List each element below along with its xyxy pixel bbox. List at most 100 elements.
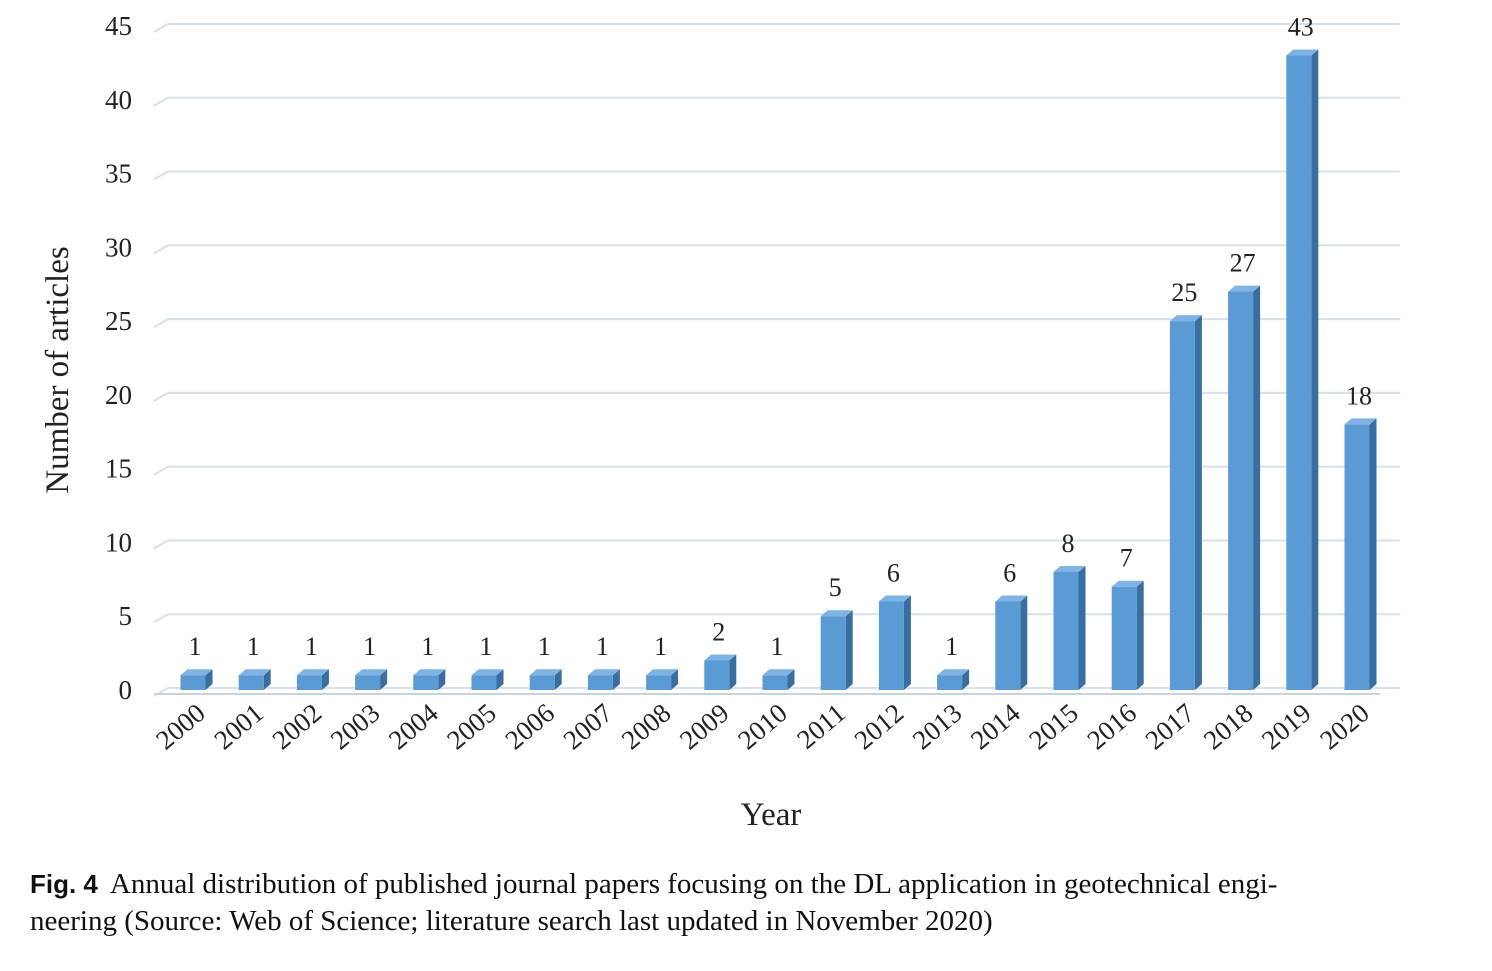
bar-top [937, 669, 970, 676]
bar-top [296, 669, 329, 676]
data-label: 1 [596, 632, 609, 661]
bar-side [496, 669, 504, 690]
data-label: 1 [480, 632, 493, 661]
bar-front [820, 616, 846, 690]
bar-side [787, 669, 795, 690]
x-tick-label: 2020 [1314, 698, 1375, 756]
bar-front [355, 675, 381, 690]
bar-front [1053, 571, 1079, 690]
chart: 0 5 10 15 20 25 30 35 40 45 1 1 1 1 1 1 1 1 1 2 1 5 6 1 6 8 7 25 27… [40, 11, 1400, 833]
gridline-diagonal [153, 96, 169, 107]
y-axis-ticks: 0 5 10 15 20 25 30 35 40 45 [105, 11, 132, 705]
x-axis-ticks: 2000200120022003200420052006200720082009… [150, 697, 1375, 755]
bar-front [529, 675, 555, 690]
bar-2011 [820, 610, 853, 690]
bar-side [1020, 595, 1028, 690]
bar-side [321, 669, 329, 690]
data-label: 6 [1003, 558, 1016, 587]
x-tick-label: 2015 [1023, 698, 1084, 756]
x-tick-label: 2004 [383, 697, 444, 755]
bar-front [1344, 424, 1370, 690]
bar-side [1253, 285, 1261, 690]
x-tick-label: 2000 [150, 698, 211, 756]
bar-top [1286, 49, 1319, 56]
bar-side [263, 669, 271, 690]
gridline-diagonal [153, 244, 169, 255]
gridline-diagonal [153, 539, 169, 550]
bar-side [380, 669, 388, 690]
x-tick-label: 2007 [558, 698, 619, 756]
bar-2017 [1169, 315, 1202, 690]
bar-front [1111, 586, 1137, 690]
bar-side [1311, 49, 1319, 691]
data-label: 1 [945, 632, 958, 661]
bar-top [704, 654, 737, 661]
gridline-diagonal [153, 613, 169, 624]
x-tick-label: 2014 [965, 697, 1026, 755]
bar-side [671, 669, 679, 690]
bar-2004 [413, 669, 446, 690]
bar-2006 [529, 669, 562, 690]
x-tick-label: 2005 [441, 698, 502, 756]
bar-2012 [878, 595, 911, 690]
bar-top [587, 669, 620, 676]
x-tick-label: 2001 [208, 698, 269, 756]
bar-side [729, 654, 737, 690]
y-tick-label: 40 [105, 85, 132, 115]
bar-top [413, 669, 446, 676]
x-tick-label: 2011 [791, 698, 851, 755]
data-label: 1 [421, 632, 434, 661]
caption-line-2: neering (Source: Web of Science; literat… [30, 905, 993, 937]
bar-side [205, 669, 213, 690]
figure-caption: Fig. 4 Annual distribution of published j… [30, 866, 1430, 940]
y-tick-label: 35 [105, 159, 132, 189]
bar-2016 [1111, 580, 1144, 690]
gridlines [153, 23, 1400, 697]
y-tick-label: 10 [105, 527, 132, 557]
bar-front [1228, 291, 1254, 690]
gridline-diagonal [153, 465, 169, 476]
x-tick-label: 2012 [849, 698, 910, 756]
x-tick-label: 2003 [325, 698, 386, 756]
y-tick-label: 25 [105, 306, 132, 336]
bar-2005 [471, 669, 504, 690]
bar-side [845, 610, 853, 690]
bar-top [1053, 565, 1086, 572]
bar-top [1228, 285, 1261, 292]
x-tick-label: 2002 [267, 698, 328, 756]
bar-top [878, 595, 911, 602]
y-tick-label: 15 [105, 454, 132, 484]
bar-side [438, 669, 446, 690]
x-tick-label: 2006 [499, 698, 560, 756]
bar-front [296, 675, 322, 690]
bar-2020 [1344, 418, 1377, 690]
bar-top [1111, 580, 1144, 587]
bar-2009 [704, 654, 737, 690]
bar-2007 [587, 669, 620, 690]
bar-front [180, 675, 206, 690]
data-label: 1 [771, 632, 784, 661]
y-tick-label: 45 [105, 11, 132, 41]
data-label: 18 [1346, 381, 1372, 410]
bar-top [995, 595, 1028, 602]
bar-front [937, 675, 963, 690]
data-label: 1 [189, 632, 202, 661]
bar-2002 [296, 669, 329, 690]
bar-side [903, 595, 911, 690]
data-label: 25 [1171, 278, 1197, 307]
data-label: 1 [538, 632, 551, 661]
bar-2008 [646, 669, 679, 690]
x-tick-label: 2019 [1256, 698, 1317, 756]
bar-front [995, 601, 1021, 690]
x-tick-label: 2008 [616, 698, 677, 756]
y-tick-label: 20 [105, 380, 132, 410]
data-labels: 1 1 1 1 1 1 1 1 1 2 1 5 6 1 6 8 7 25 27 43 18 [189, 13, 1373, 662]
bar-side [554, 669, 562, 690]
x-tick-label: 2016 [1081, 698, 1142, 756]
data-label: 8 [1062, 529, 1075, 558]
bar-2010 [762, 669, 795, 690]
bar-top [529, 669, 562, 676]
x-tick-label: 2010 [732, 698, 793, 756]
bar-2019 [1286, 49, 1319, 691]
